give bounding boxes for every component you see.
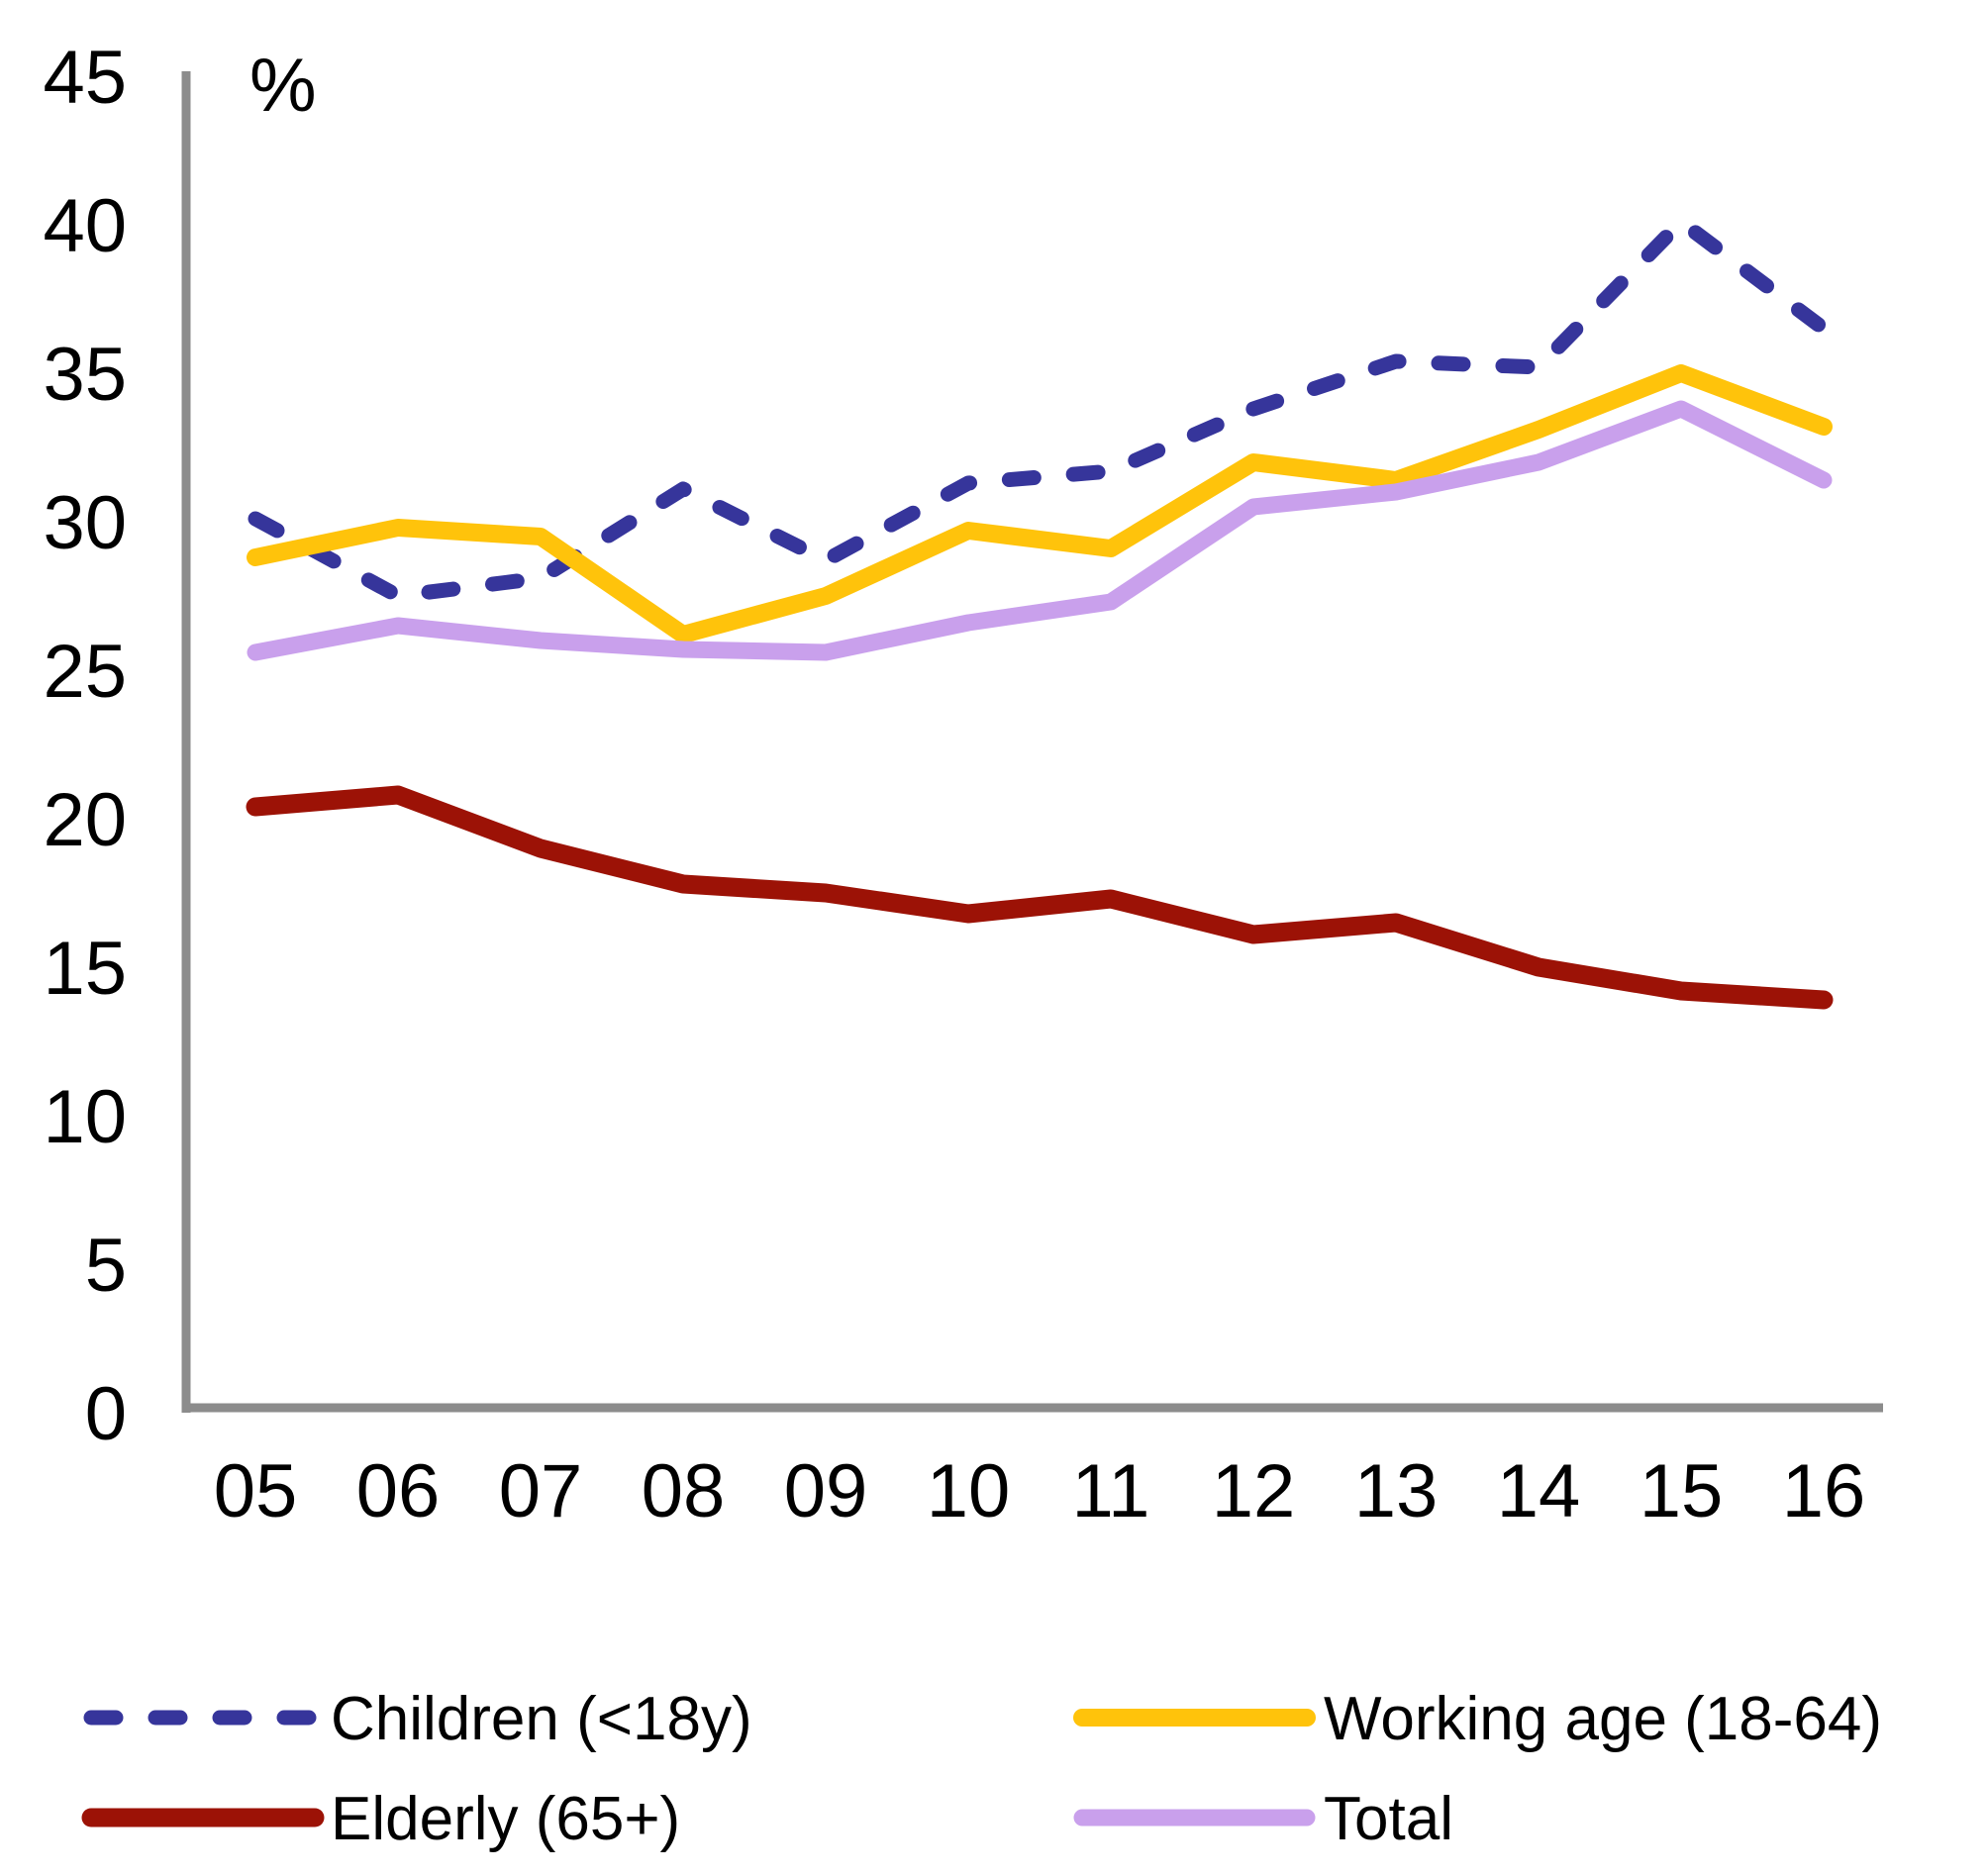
x-tick-label-14: 14 [1497,1449,1581,1533]
x-tick-label-11: 11 [1072,1449,1150,1533]
legend-label-total: Total [1324,1785,1453,1853]
y-tick-label-45: 45 [43,36,127,120]
y-tick-label-30: 30 [43,481,127,565]
x-tick-label-05: 05 [214,1449,298,1533]
x-tick-labels: 05 06 07 08 09 10 11 12 13 14 15 16 [214,1449,1866,1533]
legend-item-children-18y: Children (<18y) [83,1685,752,1753]
x-tick-label-06: 06 [356,1449,441,1533]
y-tick-label-35: 35 [43,333,127,417]
y-tick-label-10: 10 [43,1075,127,1159]
x-tick-label-10: 10 [927,1449,1011,1533]
legend-label-working-age-18-64: Working age (18-64) [1324,1685,1882,1753]
series-line-children-18y [248,214,1832,604]
series-lines [246,214,1834,1010]
y-tick-label-0: 0 [85,1372,127,1456]
series-line-elderly-65 [246,785,1834,1010]
legend: Children (<18y) Elderly (65+) Working age … [81,1685,1882,1853]
y-tick-label-20: 20 [43,778,127,862]
y-axis-unit-label: % [249,44,317,128]
legend-item-total: Total [1073,1785,1453,1853]
series-line-working-age-18-64 [247,364,1833,643]
y-tick-label-15: 15 [43,927,127,1011]
x-tick-label-13: 13 [1354,1449,1439,1533]
x-tick-label-16: 16 [1782,1449,1866,1533]
legend-label-children-18y: Children (<18y) [331,1685,752,1753]
y-tick-label-25: 25 [43,630,127,714]
x-tick-label-07: 07 [499,1449,583,1533]
legend-item-working-age-18-64: Working age (18-64) [1073,1685,1882,1753]
legend-label-elderly-65: Elderly (65+) [331,1785,680,1853]
x-tick-label-15: 15 [1640,1449,1724,1533]
x-tick-label-09: 09 [784,1449,868,1533]
axes [181,71,1883,1413]
y-tick-label-40: 40 [43,184,127,268]
x-tick-label-08: 08 [642,1449,726,1533]
y-tick-label-5: 5 [85,1224,127,1308]
legend-item-elderly-65: Elderly (65+) [81,1785,680,1853]
series-line-total [247,400,1833,661]
x-tick-label-12: 12 [1212,1449,1296,1533]
y-tick-labels: 0 5 10 15 20 25 30 35 40 45 [43,36,127,1456]
